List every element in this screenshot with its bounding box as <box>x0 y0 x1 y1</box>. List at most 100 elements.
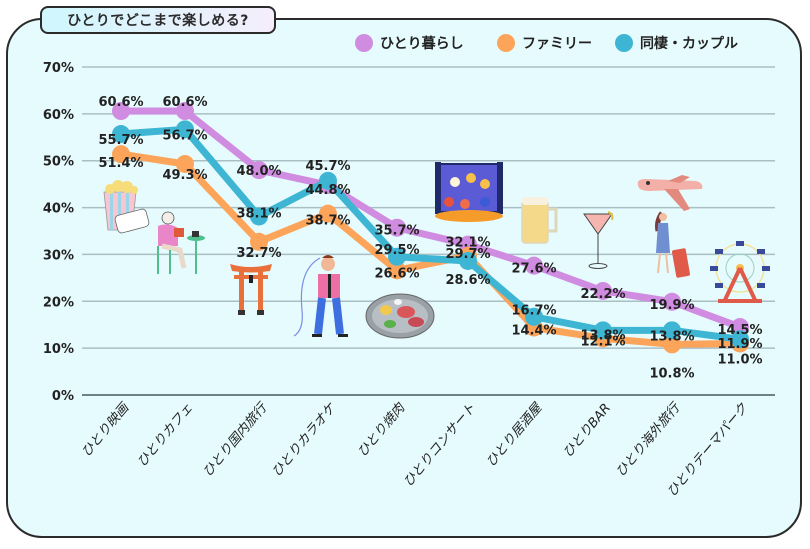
beer-mug-icon <box>521 197 558 244</box>
x-tick-label: ひとりカフェ <box>135 401 196 470</box>
data-label: 16.7% <box>511 304 556 319</box>
data-point <box>112 125 130 144</box>
torii-gate-icon <box>230 264 272 315</box>
y-tick-label: 20% <box>43 295 74 310</box>
x-tick-label: ひとりコンサート <box>401 401 479 490</box>
data-label: 14.4% <box>511 324 556 339</box>
x-tick-label: ひとり国内旅行 <box>200 399 271 480</box>
data-point <box>112 145 130 164</box>
data-point <box>112 102 130 121</box>
data-point <box>731 330 749 349</box>
data-label: 48.0% <box>236 164 281 179</box>
legend-item-1: ファミリー <box>497 34 592 52</box>
data-point <box>250 207 268 226</box>
data-point <box>176 154 194 173</box>
karaoke-singer-icon <box>293 255 348 337</box>
data-point <box>388 218 406 237</box>
data-point <box>594 281 612 300</box>
data-label: 27.6% <box>511 262 556 277</box>
data-label: 45.7% <box>305 159 350 174</box>
series-line-0 <box>117 107 744 331</box>
data-label: 35.7% <box>374 224 419 239</box>
chart-title: ひとりでどこまで楽しめる? <box>40 6 276 34</box>
data-label: 56.7% <box>162 128 207 143</box>
y-tick-label: 0% <box>52 389 74 404</box>
x-tick-label: ひとり焼肉 <box>355 400 409 460</box>
data-point <box>388 247 406 266</box>
data-label: 38.7% <box>305 214 350 229</box>
x-tick-label: ひとり映画 <box>79 399 133 460</box>
data-label: 49.3% <box>162 168 207 183</box>
y-tick-label: 60% <box>43 108 74 123</box>
data-labels: 60.6% 60.6% 48.0% 44.8% 35.7% 32.1% 27.6% 22.2%… <box>98 95 762 381</box>
data-point <box>525 307 543 326</box>
legend-label: ファミリー <box>522 36 592 52</box>
concert-crowd-icon <box>435 162 503 222</box>
data-label: 22.2% <box>580 287 625 302</box>
legend-label: ひとり暮らし <box>380 35 464 52</box>
data-label: 14.5% <box>717 323 762 338</box>
series-points <box>112 102 749 354</box>
data-label: 12.1% <box>580 334 625 349</box>
ferris-wheel-icon <box>710 241 770 303</box>
airplane-traveler-icon <box>637 175 703 278</box>
data-label: 11.0% <box>717 352 762 367</box>
y-tick-label: 70% <box>43 61 74 76</box>
y-tick-label: 30% <box>43 248 74 263</box>
y-tick-label: 10% <box>43 342 74 357</box>
data-point <box>594 321 612 340</box>
legend-item-0: ひとり暮らし <box>355 34 464 52</box>
data-label: 55.7% <box>98 133 143 148</box>
data-label: 11.9% <box>717 337 762 352</box>
y-tick-label: 50% <box>43 155 74 170</box>
data-label: 28.6% <box>445 273 490 288</box>
data-point <box>663 321 681 340</box>
data-label: 60.6% <box>98 95 143 110</box>
data-label: 26.6% <box>374 266 419 281</box>
series-line-1 <box>117 150 744 348</box>
series-line-2 <box>117 125 744 343</box>
data-label: 32.1% <box>445 236 490 251</box>
data-point <box>319 204 337 223</box>
data-point <box>459 251 477 270</box>
data-point <box>176 102 194 121</box>
data-point <box>176 120 194 139</box>
data-label: 51.4% <box>98 156 143 171</box>
data-point <box>250 232 268 251</box>
x-tick-label: ひとりBAR <box>560 401 614 461</box>
cocktail-glass-icon <box>583 211 614 269</box>
data-point <box>319 171 337 190</box>
data-label: 13.8% <box>580 328 625 343</box>
illustrations <box>103 162 770 339</box>
data-point <box>663 335 681 354</box>
chart-frame <box>6 18 802 538</box>
data-label: 60.6% <box>162 95 207 110</box>
data-label: 13.8% <box>649 329 694 344</box>
x-tick-label: ひとり居酒屋 <box>484 399 547 470</box>
legend-swatch <box>615 34 633 52</box>
data-label: 44.8% <box>305 183 350 198</box>
yakiniku-grill-icon <box>365 293 435 339</box>
data-point <box>250 161 268 180</box>
x-tick-label: ひとりカラオケ <box>269 400 339 480</box>
legend: ひとり暮らし ファミリー 同棲・カップル <box>355 34 738 52</box>
data-label: 32.7% <box>236 246 281 261</box>
y-axis: 0% 10% 20% 30% 40% 50% 60% 70% <box>43 61 74 404</box>
data-label: 29.5% <box>374 243 419 258</box>
series-lines <box>117 107 744 348</box>
data-label: 10.8% <box>649 366 694 381</box>
legend-item-2: 同棲・カップル <box>615 34 738 52</box>
legend-swatch <box>355 34 373 52</box>
data-point <box>525 256 543 275</box>
popcorn-icon <box>103 180 150 234</box>
x-tick-label: ひとり海外旅行 <box>613 399 684 480</box>
cafe-reader-icon <box>157 211 205 274</box>
data-label: 29.7% <box>445 247 490 262</box>
data-label: 19.9% <box>649 298 694 313</box>
data-point <box>388 261 406 280</box>
y-tick-label: 40% <box>43 202 74 217</box>
legend-label: 同棲・カップル <box>640 35 738 52</box>
legend-swatch <box>497 34 515 52</box>
